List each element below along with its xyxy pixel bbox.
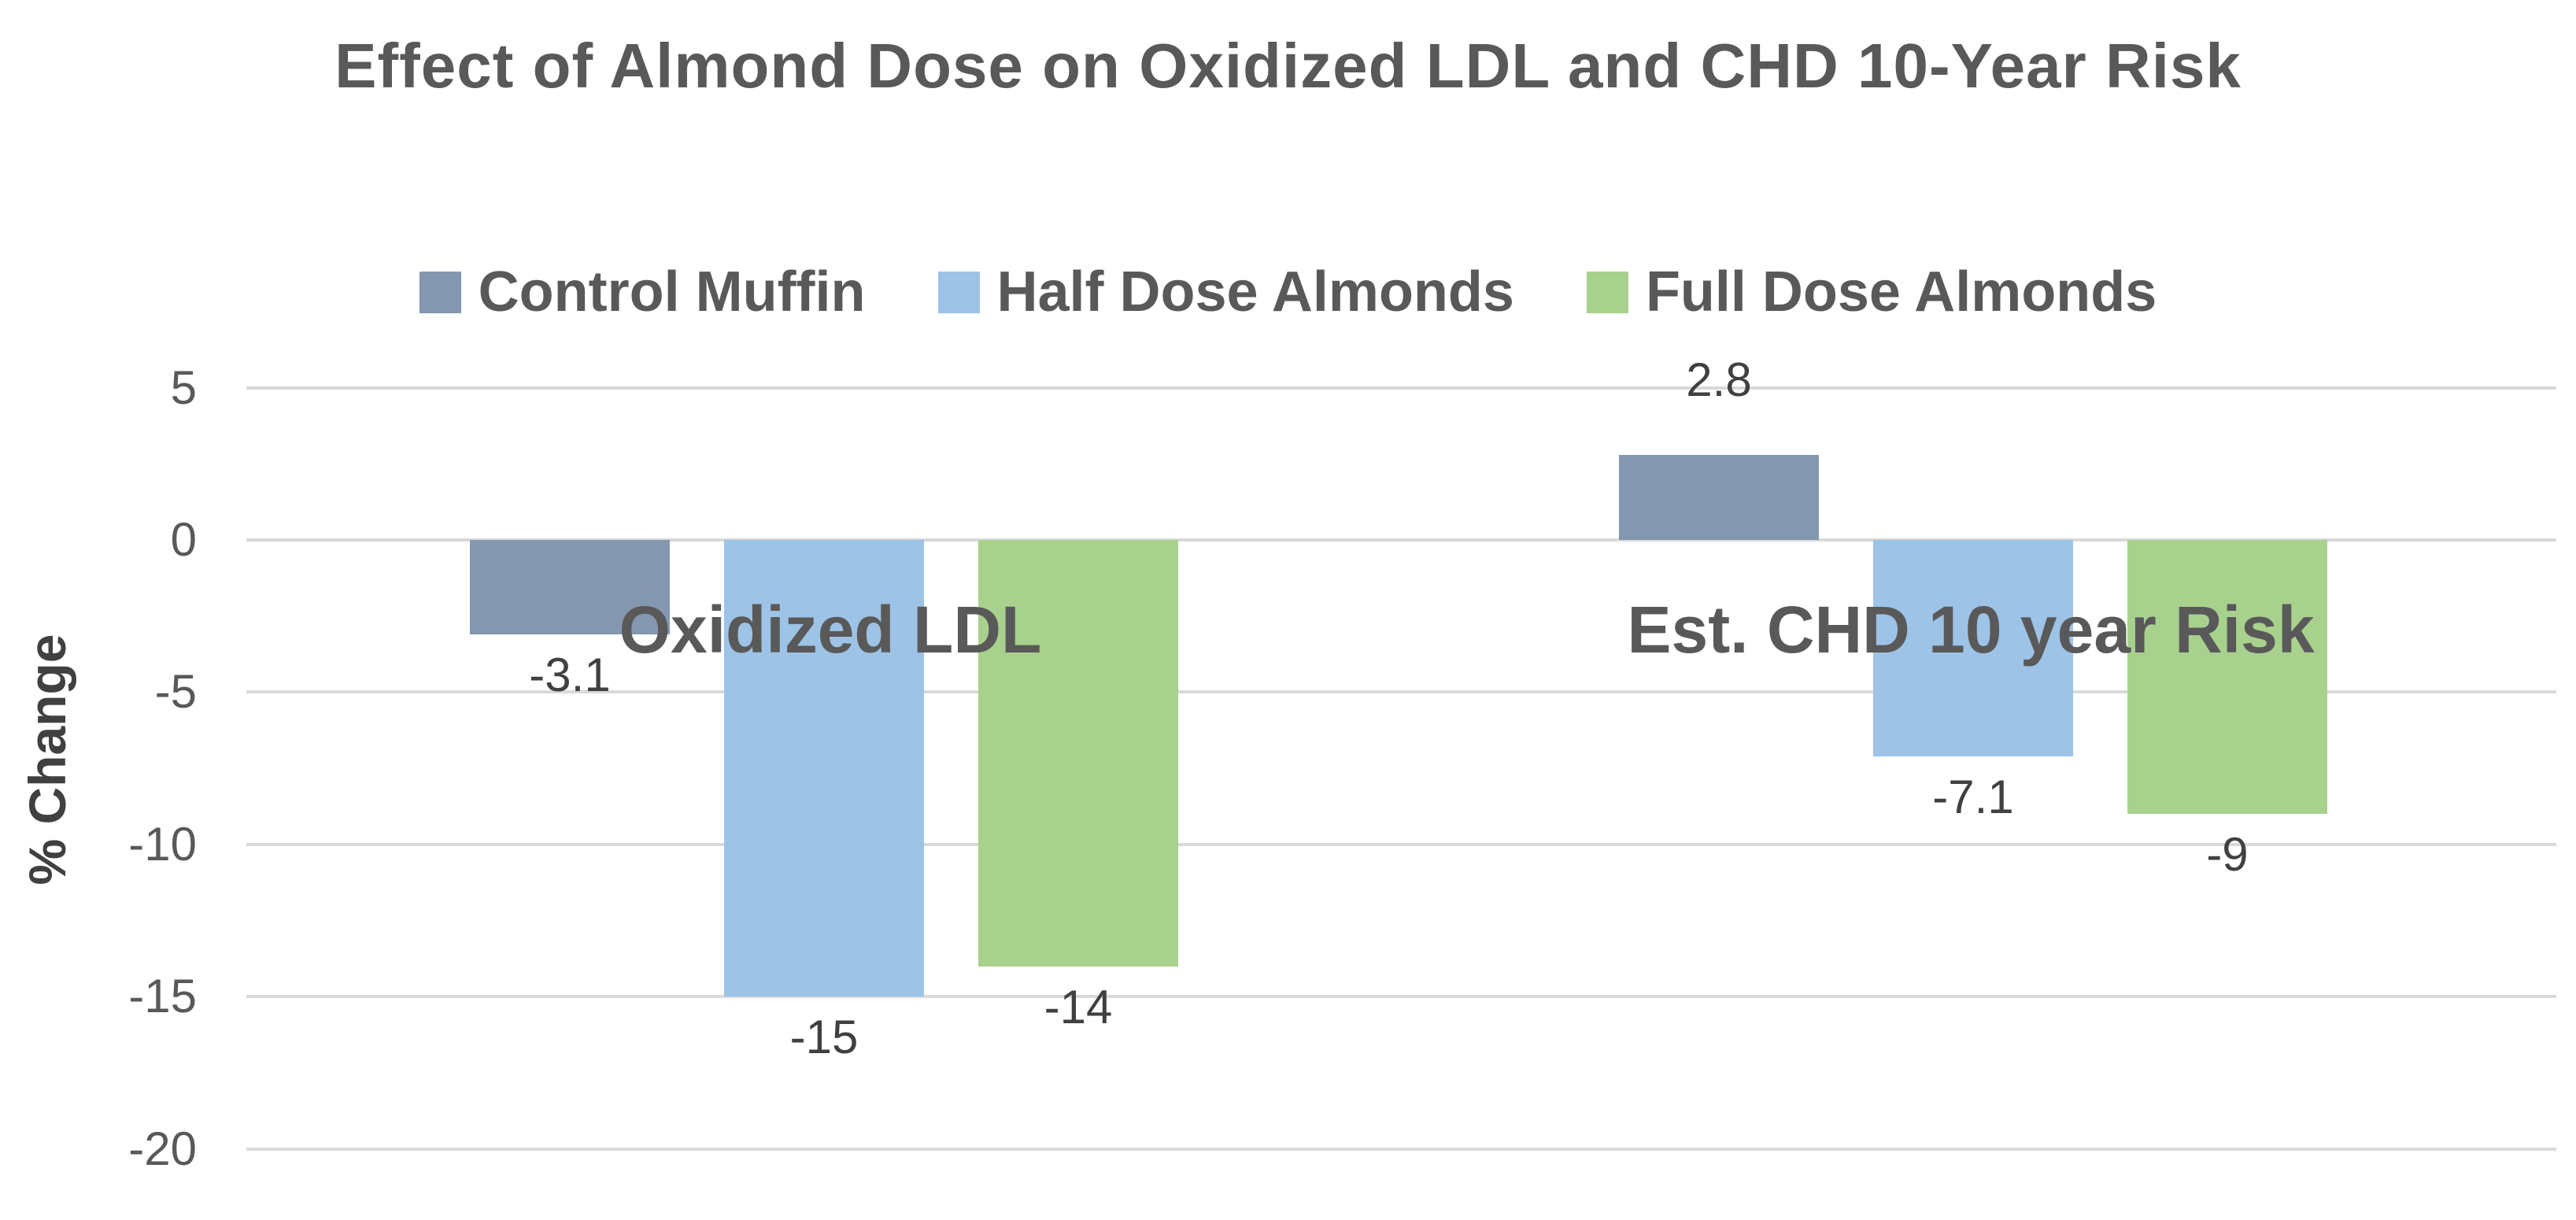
- legend: Control Muffin Half Dose Almonds Full Dose…: [0, 260, 2576, 324]
- legend-swatch-icon: [419, 271, 461, 313]
- legend-label: Full Dose Almonds: [1645, 261, 2157, 323]
- data-label: -15: [789, 1011, 859, 1064]
- y-tick-label: -20: [128, 1122, 197, 1175]
- legend-swatch-icon: [1586, 271, 1628, 313]
- y-tick-label: -5: [154, 665, 197, 719]
- bar: [978, 540, 1178, 967]
- gridline: [246, 690, 2556, 694]
- bar: [1873, 540, 2073, 756]
- category-label: Est. CHD 10 year Risk: [1627, 593, 2315, 667]
- legend-label: Control Muffin: [478, 261, 866, 323]
- gridline: [246, 842, 2556, 846]
- bar: [724, 540, 924, 997]
- legend-item: Full Dose Almonds: [1586, 260, 2157, 324]
- chart-title: Effect of Almond Dose on Oxidized LDL an…: [334, 31, 2242, 101]
- bar: [1619, 454, 1819, 540]
- legend-label: Half Dose Almonds: [996, 261, 1514, 323]
- category-label: Oxidized LDL: [619, 593, 1042, 667]
- bar: [2127, 540, 2327, 815]
- y-tick-label: -10: [128, 817, 197, 871]
- legend-item: Half Dose Almonds: [937, 260, 1514, 324]
- y-tick-label: 5: [170, 360, 197, 414]
- data-label: -7.1: [1932, 770, 2014, 823]
- data-label: -9: [2206, 828, 2249, 882]
- y-tick-label: 0: [170, 513, 197, 566]
- data-label: -3.1: [529, 648, 611, 701]
- y-tick-label: -15: [128, 970, 197, 1023]
- gridline: [246, 386, 2556, 390]
- legend-item: Control Muffin: [419, 260, 866, 324]
- data-label: -14: [1044, 980, 1113, 1033]
- data-label: 2.8: [1686, 353, 1752, 406]
- gridline: [246, 538, 2556, 542]
- gridline: [246, 995, 2556, 999]
- bar: [470, 540, 670, 634]
- legend-swatch-icon: [937, 271, 980, 313]
- y-axis-title: % Change: [18, 634, 76, 885]
- gridline: [246, 1147, 2556, 1151]
